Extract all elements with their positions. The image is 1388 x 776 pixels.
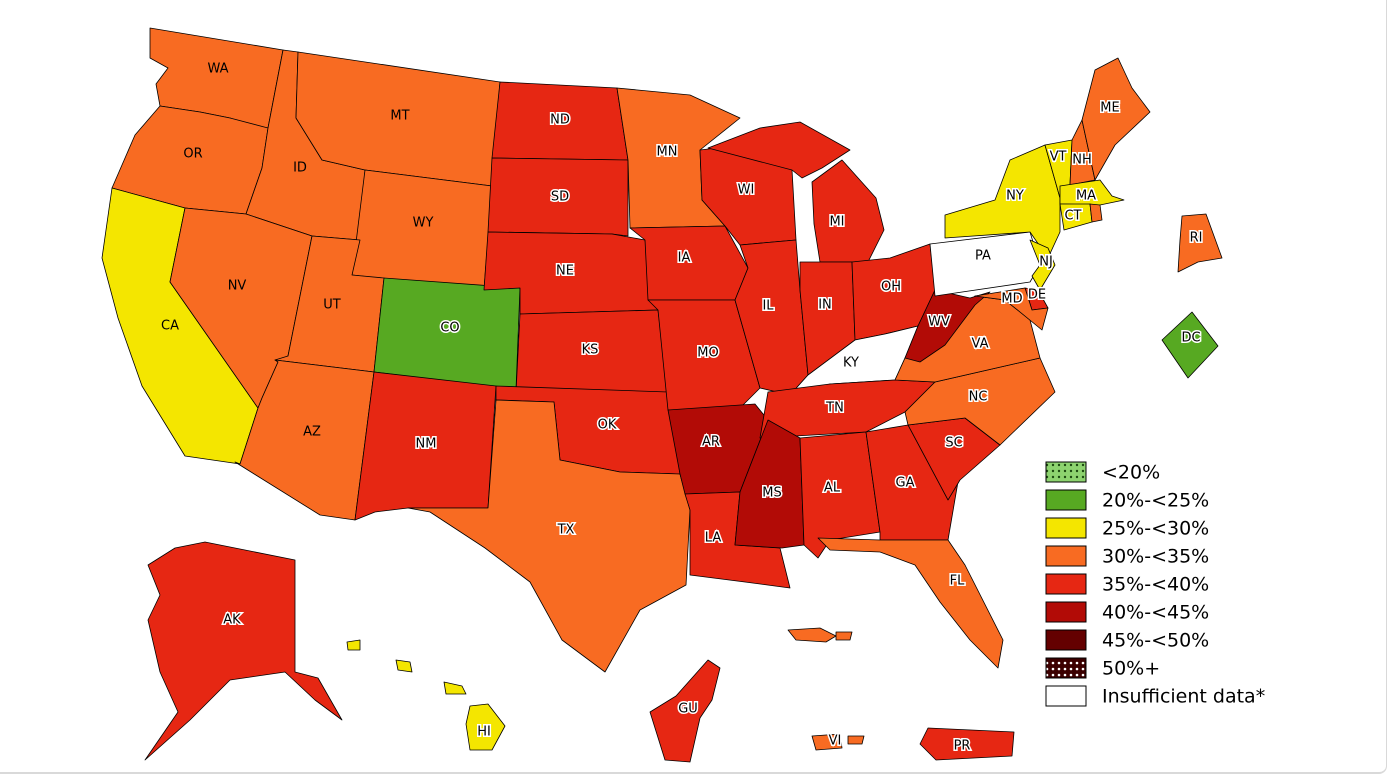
state-tx[interactable] [407, 399, 691, 673]
state-mi[interactable] [707, 121, 885, 263]
label-nv: NV [228, 279, 247, 294]
legend-swatch-lt20 [1045, 461, 1087, 483]
label-al: AL [824, 481, 841, 496]
label-il: IL [762, 299, 774, 314]
label-vi: VI [829, 734, 842, 749]
state-hi-oahu[interactable] [395, 659, 413, 673]
label-va: VA [972, 337, 989, 352]
map-legend: <20% 20%-<25% 25%-<30% 30%-<35% 35%-<40% 40%-… [1045, 461, 1265, 708]
label-az: AZ [303, 425, 321, 440]
label-md: MD [1001, 292, 1022, 307]
label-la: LA [705, 531, 722, 546]
legend-label-b30_35: 30%-<35% [1102, 546, 1209, 568]
label-oh: OH [881, 280, 901, 295]
label-vt: VT [1050, 150, 1067, 165]
state-dc-inset[interactable] [1161, 311, 1219, 379]
state-me[interactable] [1081, 57, 1151, 181]
legend-swatch-b20_25 [1045, 489, 1087, 511]
legend-label-b20_25: 20%-<25% [1102, 490, 1209, 512]
label-tn: TN [825, 401, 844, 416]
legend-swatch-b35_40 [1045, 573, 1087, 595]
state-ny[interactable] [944, 144, 1061, 259]
legend-label-b50p: 50%+ [1102, 658, 1160, 680]
label-ct: CT [1064, 209, 1081, 224]
label-ar: AR [702, 435, 720, 450]
label-tx: TX [557, 523, 575, 538]
legend-label-b45_50: 45%-<50% [1102, 630, 1209, 652]
legend-label-insufficient: Insufficient data* [1102, 686, 1265, 708]
label-ne: NE [556, 264, 574, 279]
state-nj[interactable] [1029, 239, 1056, 291]
label-ut: UT [323, 298, 341, 313]
state-hi-maui[interactable] [443, 681, 467, 695]
label-sd: SD [551, 190, 569, 205]
label-mt: MT [390, 109, 409, 124]
label-ga: GA [896, 476, 915, 491]
label-wa: WA [207, 62, 228, 77]
label-ks: KS [582, 343, 599, 358]
state-ri[interactable] [1089, 203, 1103, 223]
legend-swatch-b25_30 [1045, 517, 1087, 539]
legend-label-b35_40: 35%-<40% [1102, 574, 1209, 596]
label-nc: NC [969, 390, 988, 405]
state-hi-kauai[interactable] [346, 639, 361, 651]
label-de: DE [1028, 288, 1046, 303]
legend-swatch-b45_50 [1045, 629, 1087, 651]
legend-swatch-b40_45 [1045, 601, 1087, 623]
state-sd[interactable] [487, 157, 629, 237]
territory-vi[interactable] [811, 733, 843, 751]
label-gu: GU [678, 702, 698, 717]
label-me: ME [1100, 101, 1119, 116]
label-ak: AK [223, 613, 241, 628]
label-nm: NM [416, 437, 437, 452]
label-mi: MI [829, 215, 844, 230]
label-ms: MS [762, 486, 781, 501]
state-pa[interactable] [929, 231, 1041, 297]
territory-vi-2[interactable] [847, 735, 865, 745]
label-dc: DC [1181, 331, 1200, 346]
territory-pr[interactable] [919, 727, 1015, 761]
label-co: CO [440, 321, 459, 336]
label-fl: FL [950, 574, 965, 589]
state-hi-big[interactable] [465, 703, 506, 751]
label-hi: HI [477, 725, 491, 740]
state-md[interactable] [974, 287, 1049, 331]
label-nh: NH [1072, 153, 1092, 168]
state-ri-inset[interactable] [1177, 213, 1223, 273]
label-ky: KY [843, 356, 859, 371]
label-ia: IA [678, 251, 691, 266]
legend-label-lt20: <20% [1102, 462, 1160, 484]
territory-keys[interactable] [787, 627, 837, 643]
legend-swatch-insufficient [1045, 685, 1087, 707]
label-ok: OK [598, 418, 617, 433]
label-wv: WV [928, 315, 950, 330]
label-ri: RI [1190, 231, 1203, 246]
label-ca: CA [161, 319, 179, 334]
legend-label-b40_45: 40%-<45% [1102, 602, 1209, 624]
label-pr: PR [954, 739, 971, 754]
label-sc: SC [945, 436, 962, 451]
label-wy: WY [413, 216, 434, 231]
label-mn: MN [657, 145, 678, 160]
label-or: OR [183, 147, 202, 162]
legend-label-b25_30: 25%-<30% [1102, 518, 1209, 540]
label-in: IN [818, 298, 832, 313]
label-wi: WI [738, 183, 755, 198]
state-fl[interactable] [817, 537, 1004, 669]
label-nj: NJ [1039, 255, 1053, 270]
legend-swatch-b50p [1045, 657, 1087, 679]
label-pa: PA [975, 249, 991, 264]
territory-gu[interactable] [649, 659, 721, 763]
label-ny: NY [1006, 189, 1024, 204]
label-ma: MA [1076, 189, 1096, 204]
state-ak[interactable] [144, 541, 343, 761]
label-nd: ND [550, 113, 570, 128]
territory-keys-2[interactable] [835, 631, 853, 641]
legend-swatch-b30_35 [1045, 545, 1087, 567]
label-id: ID [293, 161, 307, 176]
label-mo: MO [697, 346, 718, 361]
